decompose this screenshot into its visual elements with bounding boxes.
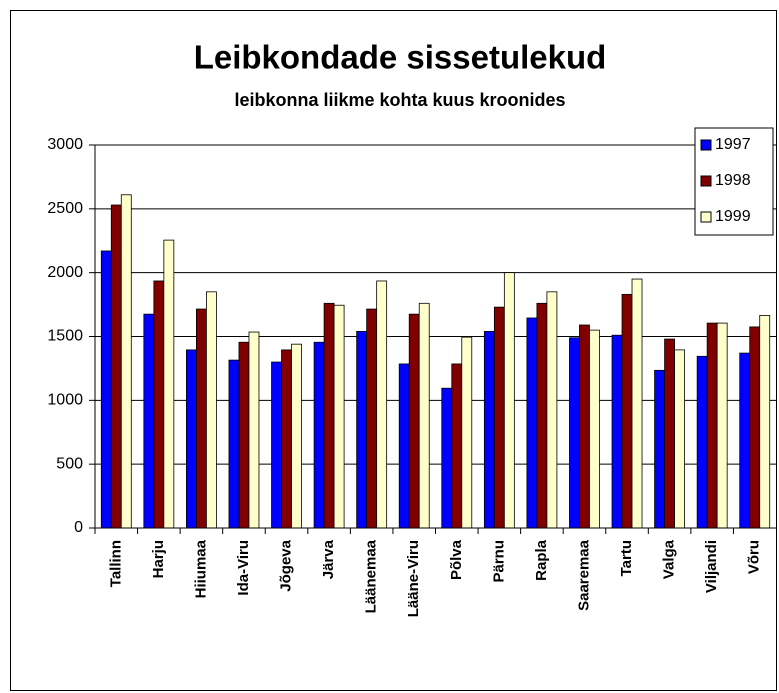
x-tick-label: Jõgeva — [278, 539, 295, 591]
bar — [356, 330, 368, 529]
legend-swatch — [700, 175, 712, 187]
bar — [120, 194, 132, 529]
bar — [461, 336, 473, 529]
bar — [206, 291, 217, 529]
x-tick-label: Valga — [661, 539, 678, 579]
bar — [196, 308, 207, 529]
bar — [271, 361, 282, 529]
bar — [621, 293, 633, 529]
bar — [483, 330, 495, 529]
bar — [441, 387, 453, 529]
bar — [143, 313, 155, 529]
x-tick-label: Põlva — [448, 539, 465, 580]
bar — [493, 306, 505, 529]
bar — [759, 315, 771, 529]
bar — [408, 313, 420, 529]
bar — [631, 278, 643, 529]
legend-label: 1999 — [715, 208, 751, 225]
bar — [281, 349, 292, 529]
x-tick-label: Rapla — [533, 539, 550, 581]
bar — [503, 272, 515, 529]
y-tick-label: 0 — [74, 519, 83, 536]
chart-title: Leibkondade sissetulekud — [194, 39, 607, 76]
bar — [313, 341, 325, 529]
y-tick-label: 2000 — [47, 264, 83, 281]
bar — [739, 352, 751, 529]
bar — [716, 322, 728, 529]
bar — [526, 317, 538, 529]
bar — [706, 322, 718, 529]
bar — [398, 363, 410, 529]
legend-swatch — [700, 139, 712, 151]
chart-frame — [10, 10, 777, 691]
bar — [589, 329, 600, 529]
bar — [611, 334, 623, 529]
bar — [579, 324, 590, 529]
legend-swatch — [700, 211, 712, 223]
bar — [536, 302, 548, 529]
bar — [546, 291, 558, 529]
bar — [749, 326, 761, 529]
chart-subtitle: leibkonna liikme kohta kuus kroonides — [234, 90, 565, 110]
x-tick-label: Järva — [320, 539, 337, 579]
legend-label: 1997 — [715, 136, 751, 153]
x-tick-label: Tallinn — [107, 540, 124, 587]
bar — [153, 280, 165, 529]
bar — [418, 302, 430, 529]
x-tick-label: Harju — [150, 540, 167, 578]
x-tick-label: Viljandi — [703, 540, 720, 593]
x-tick-label: Võru — [746, 540, 763, 574]
bar — [333, 304, 345, 529]
bar — [248, 331, 260, 529]
x-tick-label: Läänemaa — [363, 539, 380, 613]
x-tick-label: Ida-Viru — [235, 540, 252, 596]
bar — [376, 280, 388, 529]
y-tick-label: 3000 — [47, 136, 83, 153]
y-tick-label: 1500 — [47, 328, 83, 345]
y-tick-label: 1000 — [47, 392, 83, 409]
bar — [451, 363, 463, 529]
bar — [238, 341, 250, 529]
bar — [186, 349, 197, 529]
bar — [163, 239, 175, 529]
bar — [291, 343, 302, 529]
bar — [654, 369, 665, 529]
bar — [228, 359, 240, 529]
bar — [696, 355, 708, 529]
x-tick-label: Hiiumaa — [192, 539, 209, 598]
bar — [664, 338, 675, 529]
bar — [323, 302, 335, 529]
legend-label: 1998 — [715, 172, 751, 189]
x-tick-label: Pärnu — [490, 540, 507, 583]
x-tick-label: Lääne-Viru — [405, 540, 422, 617]
x-tick-label: Saaremaa — [575, 539, 592, 611]
bar — [100, 250, 112, 529]
y-tick-label: 500 — [56, 455, 83, 472]
bar — [110, 204, 122, 529]
bar — [366, 308, 378, 529]
bar — [674, 349, 685, 529]
bar — [569, 337, 580, 529]
x-tick-label: Tartu — [618, 540, 635, 576]
y-tick-label: 2500 — [47, 200, 83, 217]
